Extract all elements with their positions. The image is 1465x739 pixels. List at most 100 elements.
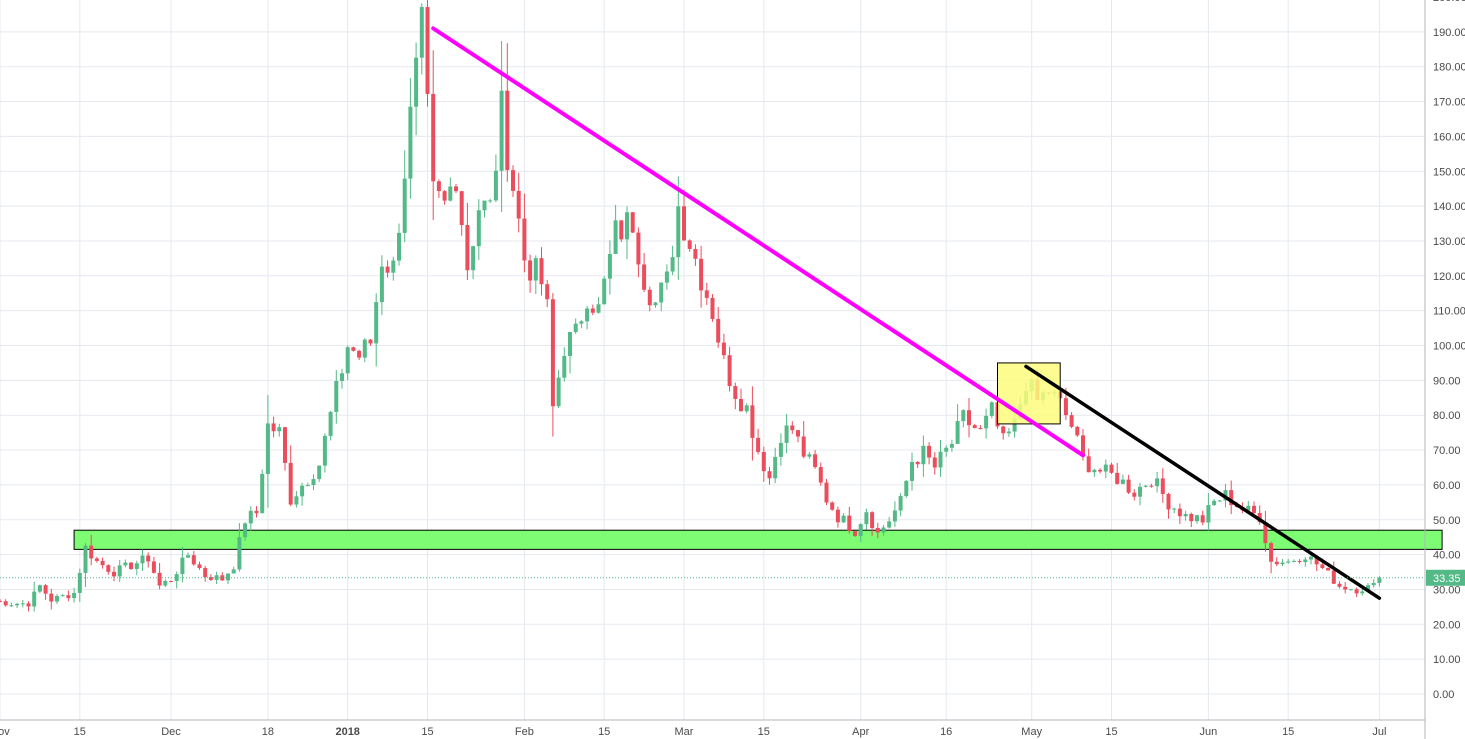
last-price-text: 33.35 bbox=[1433, 573, 1461, 585]
candle-body bbox=[243, 523, 248, 538]
candle bbox=[385, 260, 390, 278]
candle-body bbox=[1086, 456, 1091, 473]
candle-body bbox=[322, 435, 327, 466]
y-tick-label: 60.00 bbox=[1433, 480, 1461, 492]
candle-body bbox=[596, 304, 601, 313]
candle-body bbox=[1326, 568, 1331, 571]
candle-body bbox=[1200, 515, 1205, 523]
candle bbox=[1109, 462, 1114, 475]
candle-body bbox=[1229, 490, 1234, 505]
candle bbox=[972, 423, 977, 429]
candle-body bbox=[955, 421, 960, 444]
candle bbox=[60, 593, 65, 597]
y-tick-label: 40.00 bbox=[1433, 550, 1461, 562]
candle bbox=[1291, 559, 1296, 563]
candle bbox=[642, 253, 647, 293]
y-tick-label: 190.00 bbox=[1433, 27, 1465, 39]
candle-body bbox=[66, 595, 71, 599]
candle bbox=[66, 590, 71, 602]
candle-body bbox=[60, 595, 65, 597]
x-tick-label: 15 bbox=[598, 726, 610, 738]
candle-body bbox=[100, 560, 105, 566]
candle-body bbox=[1143, 485, 1148, 487]
candle-body bbox=[151, 561, 156, 573]
candle bbox=[322, 433, 327, 473]
candle bbox=[778, 433, 783, 466]
candle-body bbox=[568, 331, 572, 356]
candle bbox=[562, 347, 567, 382]
candle bbox=[334, 370, 339, 424]
magenta-trendline bbox=[431, 26, 1085, 458]
x-axis[interactable]: Nov 15 Dec 18 2018 15 Feb 15 Mar 15 Apr 16 May 15 Jun 1… bbox=[0, 726, 1386, 738]
candle-body bbox=[1006, 431, 1011, 434]
candle-body bbox=[687, 240, 692, 249]
candle-body bbox=[1263, 522, 1268, 544]
candle-body bbox=[875, 527, 880, 533]
x-tick-label: May bbox=[1021, 726, 1042, 738]
candle bbox=[932, 452, 937, 475]
candle bbox=[716, 306, 721, 348]
candle bbox=[146, 552, 151, 568]
candle bbox=[978, 425, 983, 430]
candle bbox=[522, 193, 527, 273]
candle-body bbox=[1269, 543, 1274, 562]
candle-body bbox=[630, 212, 635, 233]
candle bbox=[186, 552, 191, 558]
candle-body bbox=[744, 405, 749, 412]
candle bbox=[391, 256, 396, 281]
y-axis[interactable]: 0.00 10.00 20.00 30.00 40.00 50.00 60.00 70.00 8… bbox=[1433, 0, 1465, 701]
candle bbox=[613, 204, 618, 255]
candle-body bbox=[77, 572, 82, 593]
candle bbox=[841, 513, 846, 524]
candle bbox=[454, 183, 458, 193]
candle bbox=[442, 190, 447, 205]
candle bbox=[191, 551, 196, 566]
candle bbox=[664, 264, 669, 290]
candle-body bbox=[1309, 556, 1313, 560]
x-tick-label: 15 bbox=[421, 726, 433, 738]
candle bbox=[465, 202, 470, 281]
candle-body bbox=[881, 527, 886, 533]
candle-body bbox=[682, 206, 686, 241]
candle bbox=[277, 423, 282, 437]
candle bbox=[539, 247, 544, 296]
y-tick-label: 70.00 bbox=[1433, 445, 1461, 457]
candle-body bbox=[37, 585, 42, 592]
candle bbox=[1377, 576, 1382, 587]
candle bbox=[1195, 515, 1199, 524]
y-tick-label: 170.00 bbox=[1433, 97, 1465, 109]
candle bbox=[875, 522, 880, 539]
candle bbox=[921, 435, 926, 477]
candle-body bbox=[493, 170, 498, 201]
candle-body bbox=[1320, 564, 1325, 569]
candle bbox=[892, 501, 897, 527]
y-tick-label: 140.00 bbox=[1433, 201, 1465, 213]
candle bbox=[106, 564, 111, 575]
candle bbox=[351, 346, 356, 352]
candle bbox=[727, 346, 732, 392]
candle bbox=[89, 534, 94, 566]
candle-body bbox=[174, 574, 179, 582]
candle-body bbox=[300, 485, 305, 497]
candle-body bbox=[642, 264, 647, 290]
candle-body bbox=[123, 562, 128, 566]
candle-body bbox=[260, 473, 265, 514]
candle-body bbox=[197, 564, 202, 569]
candle bbox=[1177, 503, 1182, 525]
candle-body bbox=[134, 563, 139, 569]
candle-body bbox=[254, 510, 259, 514]
candle-body bbox=[1138, 486, 1142, 497]
candle bbox=[1280, 558, 1285, 567]
candle-body bbox=[385, 266, 390, 273]
candle-body bbox=[1115, 472, 1120, 484]
candle-body bbox=[265, 423, 270, 474]
candle-body bbox=[664, 271, 669, 283]
candle-body bbox=[1314, 556, 1319, 565]
x-tick-label: Jul bbox=[1372, 726, 1386, 738]
candle bbox=[1132, 489, 1137, 501]
candle bbox=[910, 452, 914, 491]
candle bbox=[471, 245, 476, 280]
candle bbox=[203, 565, 208, 582]
candle bbox=[756, 428, 761, 455]
candle-body bbox=[796, 430, 800, 437]
